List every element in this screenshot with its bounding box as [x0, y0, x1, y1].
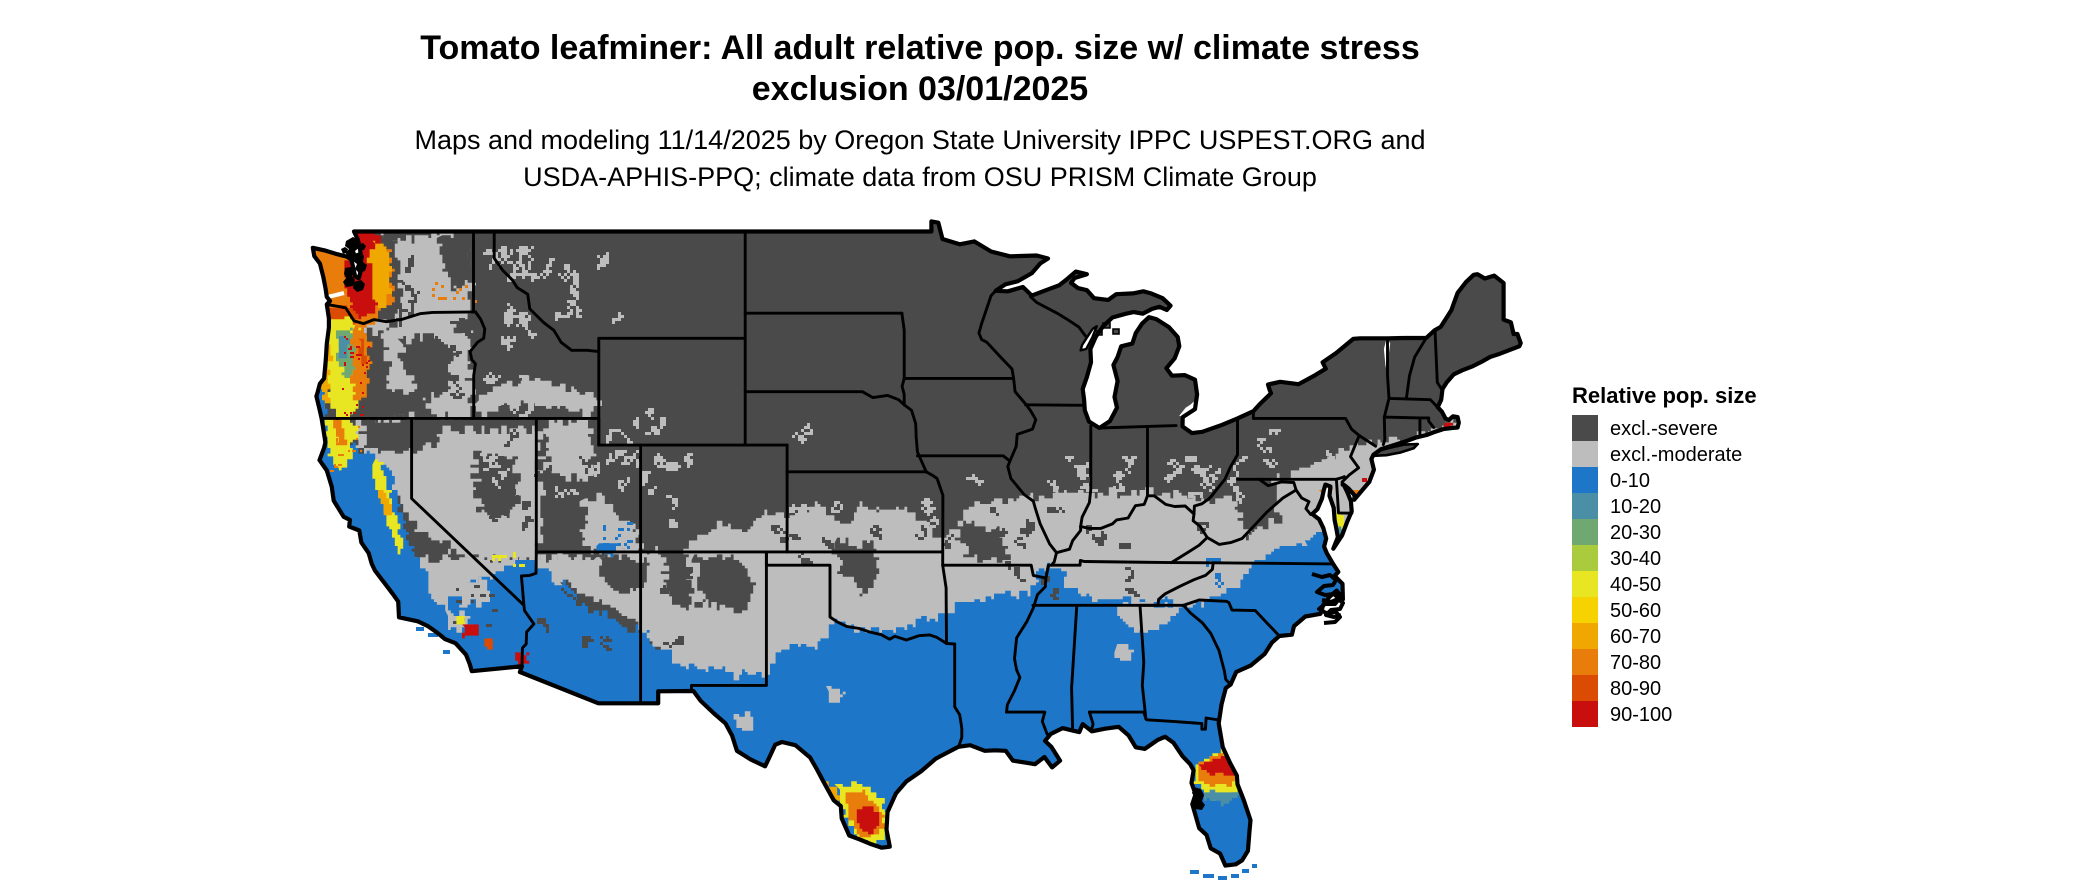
svg-text:USDA-APHIS-PPQ; climate data f: USDA-APHIS-PPQ; climate data from OSU PR…	[523, 162, 1317, 192]
svg-text:excl.-severe: excl.-severe	[1610, 418, 1718, 440]
svg-text:90-100: 90-100	[1610, 704, 1672, 726]
svg-text:60-70: 60-70	[1610, 626, 1661, 648]
svg-text:10-20: 10-20	[1610, 496, 1661, 518]
svg-text:exclusion 03/01/2025: exclusion 03/01/2025	[752, 70, 1088, 108]
svg-text:70-80: 70-80	[1610, 652, 1661, 674]
svg-text:50-60: 50-60	[1610, 600, 1661, 622]
svg-text:Relative pop. size: Relative pop. size	[1572, 383, 1757, 408]
svg-text:40-50: 40-50	[1610, 574, 1661, 596]
svg-text:Tomato leafminer: All adult re: Tomato leafminer: All adult relative pop…	[420, 29, 1420, 67]
svg-text:30-40: 30-40	[1610, 548, 1661, 570]
svg-text:0-10: 0-10	[1610, 470, 1650, 492]
svg-text:20-30: 20-30	[1610, 522, 1661, 544]
svg-text:80-90: 80-90	[1610, 678, 1661, 700]
svg-text:excl.-moderate: excl.-moderate	[1610, 444, 1742, 466]
svg-text:Maps and modeling 11/14/2025 b: Maps and modeling 11/14/2025 by Oregon S…	[414, 125, 1425, 155]
